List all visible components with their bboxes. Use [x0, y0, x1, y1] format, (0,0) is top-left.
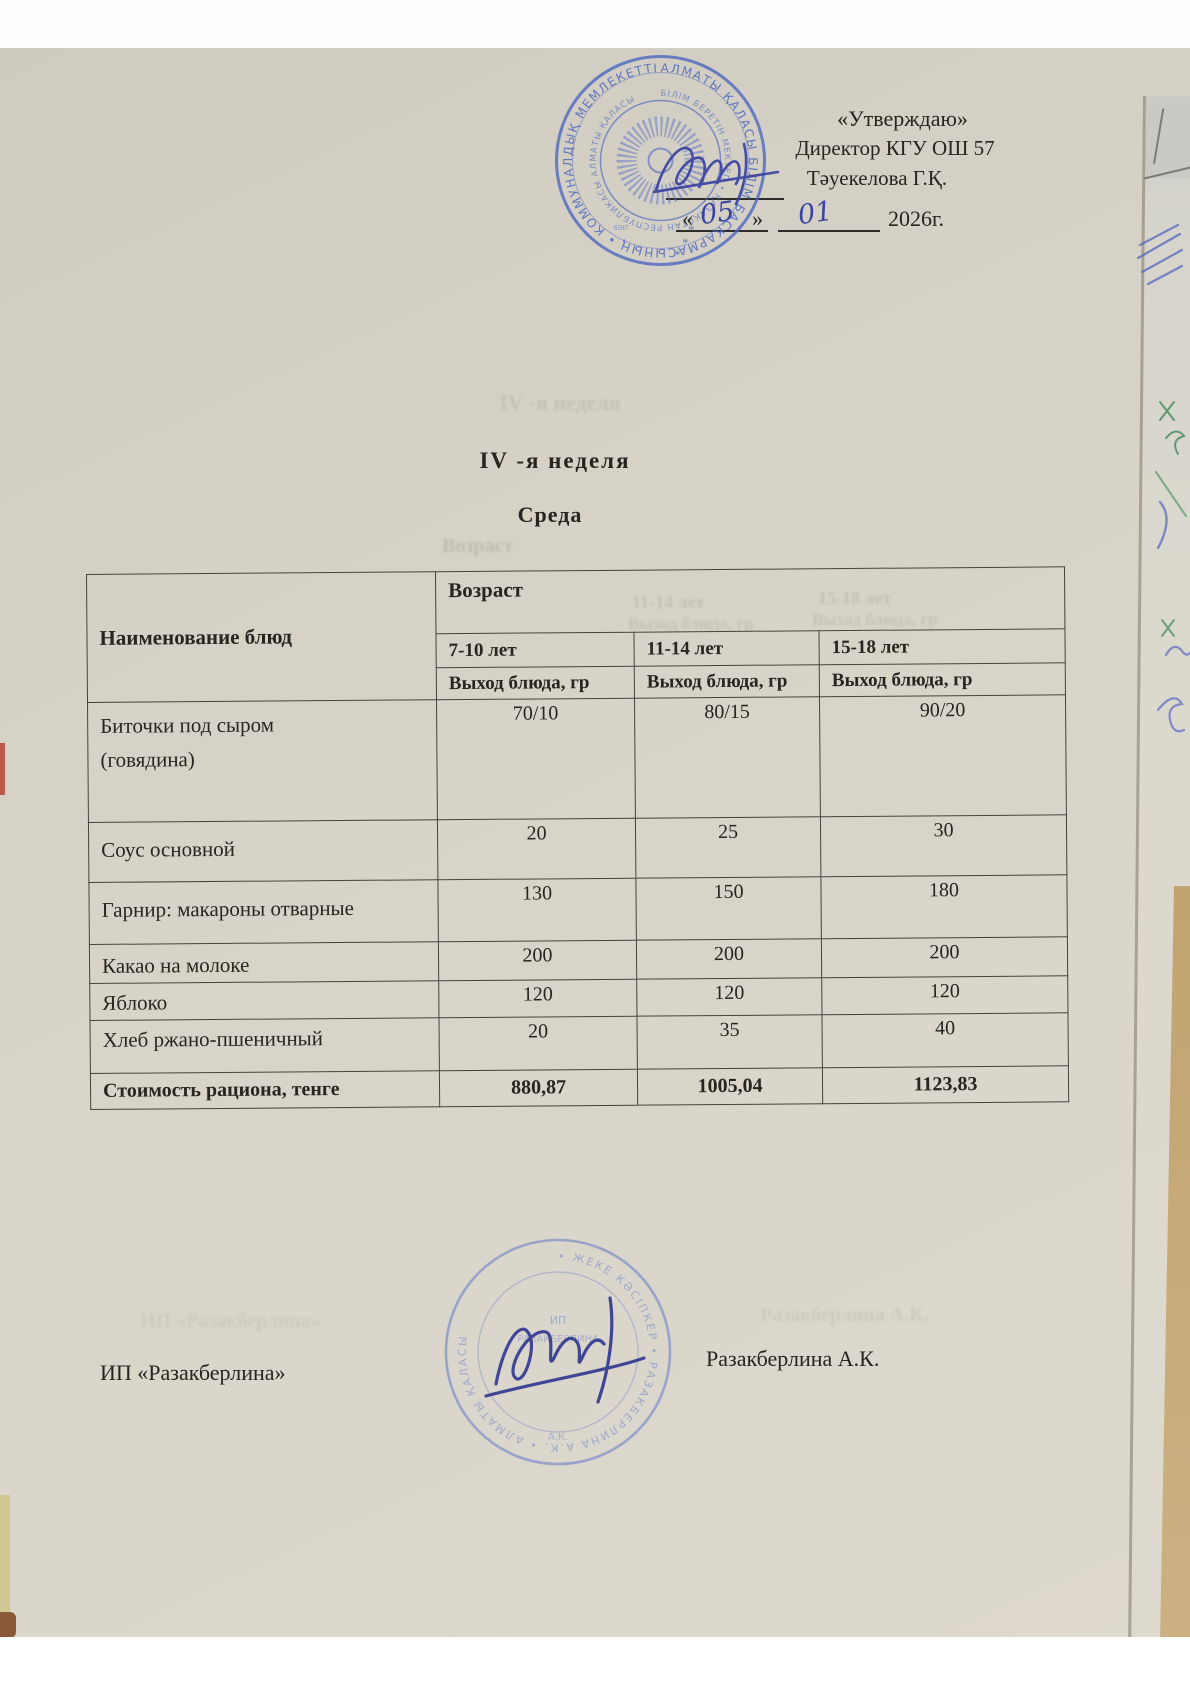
day-title: Среда: [517, 502, 583, 527]
ghost-company: ИП «Разакберлина»: [140, 1310, 321, 1332]
date-close-quote: »: [752, 206, 763, 231]
left-edge-desk-mark: [0, 1612, 16, 1638]
table-row: Гарнир: макароны отварные 130 150 180: [88, 874, 1068, 945]
handwriting-scribbles: [1136, 223, 1190, 733]
ghost-age-group: 11-14 лет: [632, 592, 705, 612]
handwritten-month: 01: [796, 195, 835, 232]
unit-header: Выход блюда, гр: [436, 666, 635, 700]
age-group-11-14: 11-14 лет: [633, 630, 820, 667]
table-row: Соус основной 20 25 30: [88, 814, 1067, 883]
table-total-row: Стоимость рациона, тенге 880,87 1005,04 …: [90, 1065, 1069, 1110]
dish-portion: 120: [438, 979, 637, 1018]
dish-name: Хлеб ржано-пшеничный: [90, 1017, 440, 1074]
date-month-underline: [778, 204, 880, 232]
vendor-company: ИП «Разакберлина»: [100, 1360, 286, 1385]
dish-name: Какао на молоке: [89, 941, 439, 984]
age-group-15-18: 15-18 лет: [818, 628, 1066, 665]
approval-director-name: Тәуекелова Г.Қ.: [806, 166, 948, 190]
column-header-age: Возраст: [435, 566, 1065, 634]
ghost-signatory: Разакберлина А.К.: [760, 1304, 929, 1326]
director-signature: [652, 142, 780, 206]
dish-portion: 200: [438, 940, 637, 981]
date-year: 2026г.: [888, 206, 945, 231]
ghost-unit-header: Выход блюда, гр: [628, 614, 754, 633]
vendor-seal-line1: ИП: [550, 1314, 567, 1327]
total-label: Стоимость рациона, тенге: [90, 1070, 440, 1110]
dish-portion: 120: [636, 977, 822, 1017]
vendor-signature: [484, 1296, 646, 1404]
dish-portion: 120: [821, 975, 1068, 1015]
dish-portion: 20: [438, 1016, 638, 1071]
dish-portion: 25: [635, 816, 821, 879]
left-edge-red-mark: [0, 743, 5, 795]
table-row: Биточки под сыром (говядина) 70/10 80/15 …: [87, 694, 1067, 823]
vendor-signatory: Разакберлина А.К.: [706, 1346, 880, 1371]
dish-portion: 20: [437, 818, 636, 880]
dish-portion: 70/10: [436, 698, 636, 820]
unit-header: Выход блюда, гр: [819, 662, 1066, 697]
approval-quote: «Утверждаю»: [837, 106, 968, 131]
dish-portion: 80/15: [634, 696, 821, 819]
dish-name: Гарнир: макароны отварные: [88, 879, 439, 945]
letterbox-bottom: [0, 1637, 1190, 1684]
column-header-dishes: Наименование блюд: [86, 571, 437, 703]
seal-star: *: [682, 235, 689, 250]
total-cost: 1005,04: [637, 1067, 823, 1106]
seal-number: 6597: [614, 224, 629, 232]
dish-portion: 30: [820, 814, 1067, 877]
total-cost: 880,87: [439, 1069, 638, 1107]
seal-star: *: [688, 222, 695, 237]
vendor-seal-stamp: • ЖЕКЕ КӘСІПКЕР • РАЗАКБЕРЛИНА А.К. • АЛ…: [444, 1238, 672, 1466]
signature-underline: [666, 198, 784, 200]
dish-portion: 180: [820, 874, 1068, 939]
official-seal-stamp: АЛМАТЫ ҚАЛАСЫ БІЛІМ БАСҚАРМАСЫНЫҢ • КОММ…: [548, 48, 766, 266]
ghost-age-group: 15-18 лет: [818, 588, 892, 608]
dish-portion: 130: [437, 878, 637, 942]
vendor-seal-line3: А.К.: [548, 1432, 568, 1443]
date-open-quote: «: [682, 206, 693, 231]
total-cost: 1123,83: [822, 1065, 1069, 1104]
dish-portion: 200: [636, 938, 822, 980]
dish-name: Биточки под сыром (говядина): [87, 699, 438, 823]
date-day-underline: [676, 204, 768, 232]
letterbox-top: [0, 0, 1190, 48]
approval-director-line: Директор КГУ ОШ 57: [795, 136, 995, 160]
dish-portion: 200: [821, 936, 1068, 978]
dish-name: Соус основной: [88, 819, 438, 883]
seal-star: *: [674, 247, 681, 262]
dish-name: Яблоко: [89, 980, 439, 1021]
dish-portion: 150: [635, 876, 822, 941]
ghost-week-title: IV -я неделя: [499, 390, 621, 415]
ghost-unit-header: Выход блюда, гр: [812, 610, 938, 629]
ghost-age-header: Возраст: [442, 535, 514, 557]
vendor-seal-line2: РАЗАКБЕРЛИНА: [517, 1334, 599, 1345]
dish-portion: 35: [636, 1014, 823, 1070]
age-group-7-10: 7-10 лет: [435, 632, 635, 668]
menu-table: Наименование блюд Возраст 7-10 лет 11-14…: [86, 566, 1070, 1110]
background-paper-corner: [1145, 96, 1190, 179]
dish-portion: 90/20: [819, 694, 1067, 817]
left-edge-paper: [0, 1495, 10, 1637]
handwritten-day: 05: [698, 195, 737, 232]
week-title: IV -я неделя: [479, 448, 631, 473]
dish-portion: 40: [821, 1012, 1069, 1068]
unit-header: Выход блюда, гр: [634, 664, 820, 699]
document-photo: АЛМАТЫ ҚАЛАСЫ БІЛІМ БАСҚАРМАСЫНЫҢ • КОММ…: [0, 48, 1190, 1684]
table-row: Хлеб ржано-пшеничный 20 35 40: [90, 1012, 1069, 1074]
